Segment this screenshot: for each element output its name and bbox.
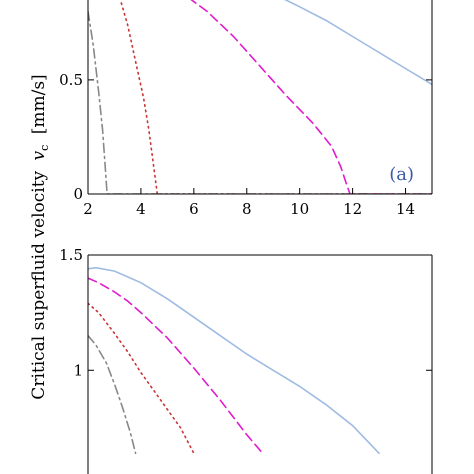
panel-a-label: (a) — [389, 164, 414, 185]
panel-a-x-tick-label: 14 — [396, 200, 415, 218]
panel-a-series-dotted-line — [119, 0, 432, 194]
panel-a-y-tick-label: 0 — [73, 185, 83, 203]
panel-a-x-tick-label: 10 — [290, 200, 309, 218]
panel-b-series-dashed-line — [88, 277, 264, 455]
panel-b-series-dotted-line — [88, 302, 195, 455]
panel-a-series-dashed-line — [190, 0, 432, 194]
y-axis-label-unit: [mm/s] — [29, 74, 49, 134]
y-axis-label: Critical superfluid velocity vc [mm/s] — [29, 74, 53, 399]
panel-a-x-tick-label: 6 — [189, 200, 199, 218]
panel-b-series-solid-line — [88, 266, 380, 455]
panel-a-x-tick-label: 12 — [343, 200, 362, 218]
panel-a-y-tick-label: 0.5 — [59, 71, 83, 89]
panel-a-axes: 0 0.5 2 4 6 8 10 12 14 — [59, 0, 433, 218]
panel-b-axes: 1.51 — [59, 246, 433, 474]
y-axis-label-text: Critical superfluid velocity — [29, 170, 49, 399]
panel-b-y-tick-label: 1.5 — [59, 246, 83, 264]
y-axis-label-subscript: c — [38, 145, 51, 151]
panel-a-x-tick-label: 8 — [242, 200, 252, 218]
panel-a-x-tick-label: 2 — [83, 200, 93, 218]
panel-b-series — [88, 266, 380, 455]
panel-a-series-solid-line — [284, 0, 432, 86]
panel-b: 1.51 — [59, 246, 433, 474]
panel-a-series-dashdot-line — [88, 10, 432, 194]
panel-a-x-tick-label: 4 — [136, 200, 146, 218]
panel-b-series-dashdot-line — [88, 334, 137, 455]
panel-a-series — [88, 0, 432, 194]
y-axis-label-symbol: v — [29, 150, 49, 160]
panel-a: 0 0.5 2 4 6 8 10 12 14 (a) — [59, 0, 433, 218]
panel-b-y-tick-label: 1 — [73, 361, 83, 379]
